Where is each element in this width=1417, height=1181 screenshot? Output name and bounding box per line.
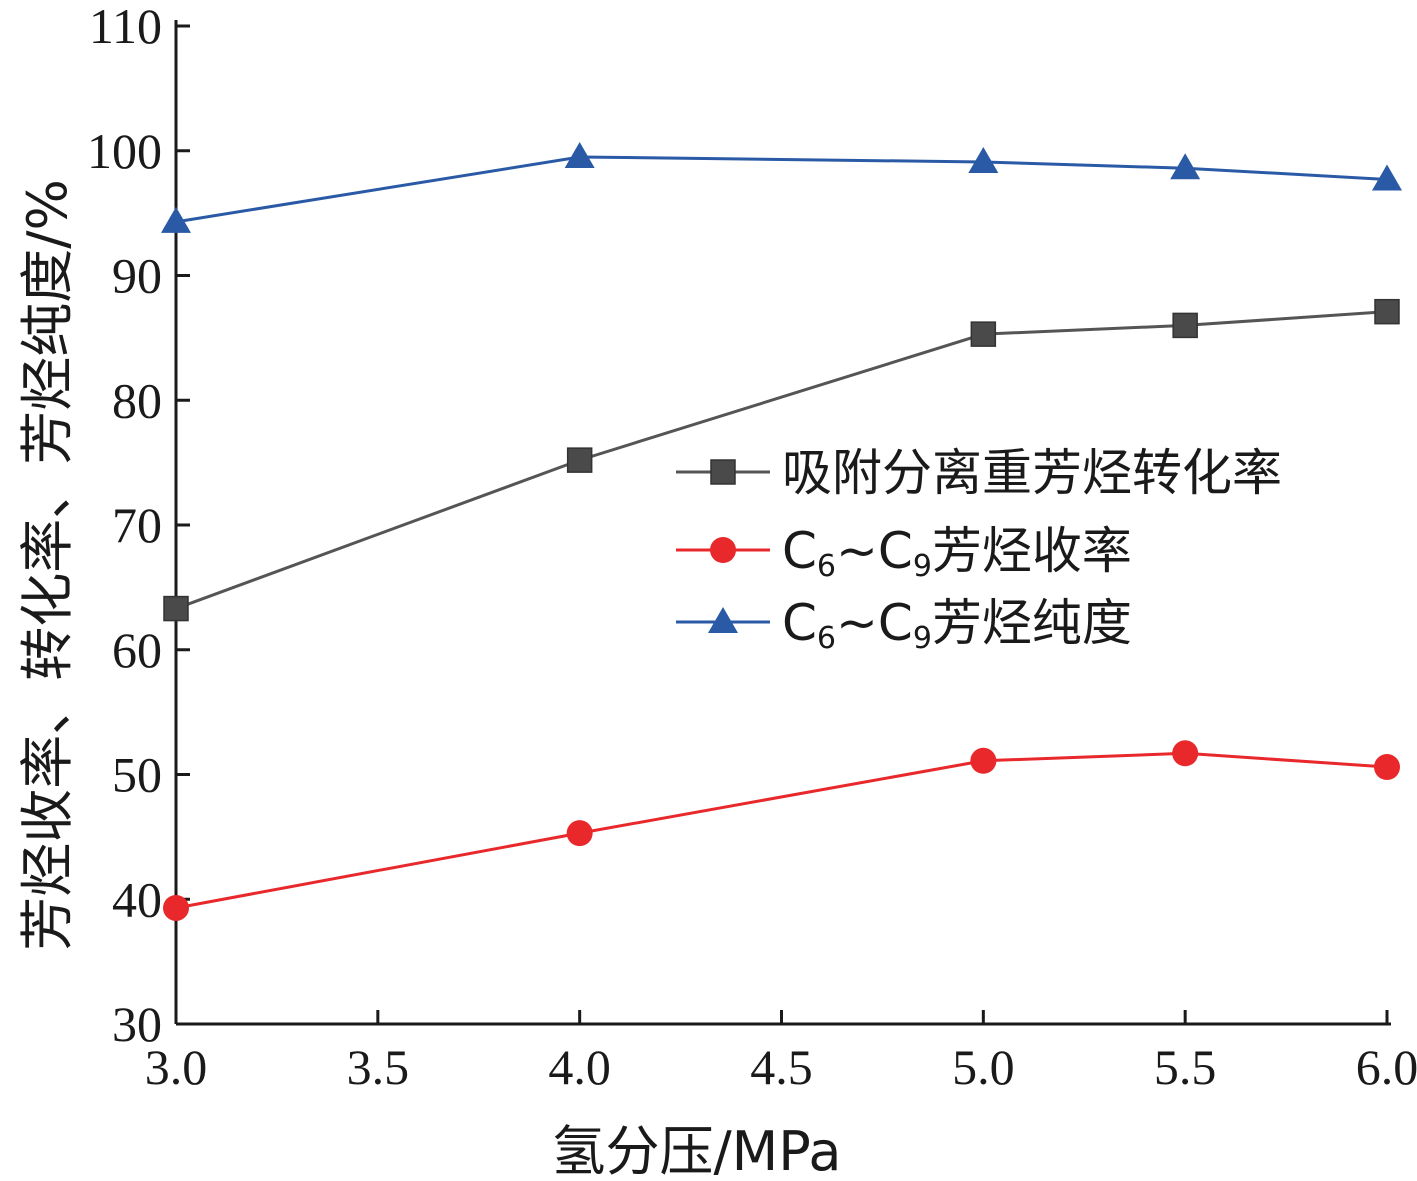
legend-marker <box>710 537 736 563</box>
data-point-conversion <box>970 321 997 347</box>
data-point-conversion <box>566 447 593 473</box>
series-purity <box>161 141 1402 233</box>
legend-marker <box>710 459 736 485</box>
y-tick-label: 80 <box>112 372 162 428</box>
legend-label: 吸附分离重芳烃转化率 <box>782 444 1282 502</box>
series-yield <box>163 740 1400 921</box>
data-point-yield <box>1172 740 1199 767</box>
data-point-yield <box>970 747 997 774</box>
data-point-purity <box>161 206 191 233</box>
x-tick-label: 5.0 <box>952 1039 1015 1095</box>
series-line-purity <box>175 155 1388 224</box>
data-point-purity <box>1372 164 1402 191</box>
legend: 吸附分离重芳烃转化率 C6~C9芳烃收率 C6~C9芳烃纯度 <box>676 444 1282 656</box>
x-tick-label: 5.5 <box>1154 1039 1217 1095</box>
legend-marker <box>708 607 738 633</box>
data-point-yield <box>163 894 189 921</box>
y-tick-label: 100 <box>87 123 162 179</box>
y-tick-label: 40 <box>112 871 162 927</box>
x-tick-label: 3.0 <box>145 1039 208 1095</box>
series-layer <box>161 141 1402 921</box>
legend-label: C6~C9芳烃收率 <box>782 522 1132 584</box>
data-point-yield <box>566 820 593 847</box>
data-point-conversion <box>163 595 189 622</box>
series-line-yield <box>175 751 1388 910</box>
y-tick-label: 50 <box>112 747 162 803</box>
data-point-yield <box>1374 754 1400 781</box>
data-point-conversion <box>1172 312 1198 339</box>
data-point-purity <box>968 146 999 173</box>
legend-label: C6~C9芳烃纯度 <box>782 594 1132 656</box>
legend-entry-purity: C6~C9芳烃纯度 <box>676 594 1132 656</box>
data-point-purity <box>1170 153 1201 180</box>
y-tick-label: 60 <box>112 622 162 678</box>
legend-entry-conversion: 吸附分离重芳烃转化率 <box>676 444 1282 502</box>
legend-entry-yield: C6~C9芳烃收率 <box>676 522 1132 584</box>
x-tick-label: 4.5 <box>750 1039 813 1095</box>
y-tick-label: 110 <box>89 0 162 54</box>
data-point-purity <box>564 141 595 168</box>
x-tick-label: 4.0 <box>548 1039 611 1095</box>
y-tick-label: 30 <box>112 996 162 1052</box>
axes: 30 40 50 60 70 80 90 100 110 3.0 3.5 4.0 4.5 5.0 5.5 6.… <box>87 0 1417 1095</box>
y-axis-title: 芳烃收率、转化率、芳烃纯度/% <box>16 179 79 951</box>
x-tick-label: 3.5 <box>347 1039 410 1095</box>
data-point-conversion <box>1374 298 1400 325</box>
x-axis-title: 氢分压/MPa <box>551 1120 841 1181</box>
y-tick-label: 70 <box>112 497 162 553</box>
y-tick-label: 90 <box>112 248 162 304</box>
series-conversion <box>163 298 1400 622</box>
x-tick-label: 6.0 <box>1356 1039 1417 1095</box>
